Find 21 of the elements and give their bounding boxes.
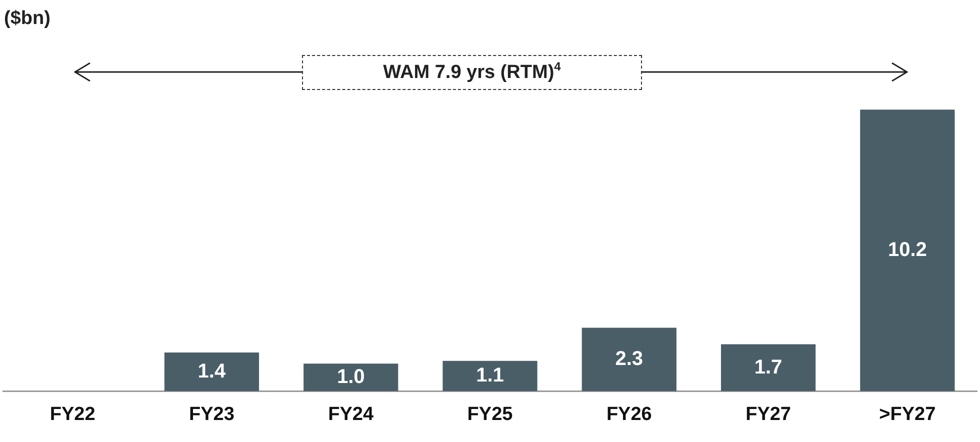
bar	[720, 344, 816, 392]
x-tick-label: FY25	[467, 404, 514, 425]
data-label: 1.7	[754, 356, 782, 378]
text: ($bn)	[4, 8, 50, 30]
x-tick-label: FY23	[189, 404, 234, 425]
x-tick-label: FY27	[746, 404, 791, 425]
data-label: 1.4	[198, 360, 226, 382]
data-label: 1.1	[476, 364, 504, 387]
x-tick-label: >FY27	[879, 404, 936, 425]
bar	[304, 364, 398, 392]
data-label: 10.2	[888, 238, 927, 261]
dashed-text-box: WAM 7.9 yrs (RTM)$^{4}$	[302, 55, 642, 90]
bar	[164, 352, 260, 392]
bar	[860, 110, 955, 392]
x-tick-label: FY24	[328, 404, 374, 425]
data-label: 2.3	[615, 348, 644, 370]
x-tick-label: FY22	[50, 404, 96, 425]
bar	[582, 328, 676, 392]
x-tick-label: FY26	[606, 404, 652, 425]
data-label: 1.0	[336, 366, 365, 388]
bar	[442, 360, 538, 392]
